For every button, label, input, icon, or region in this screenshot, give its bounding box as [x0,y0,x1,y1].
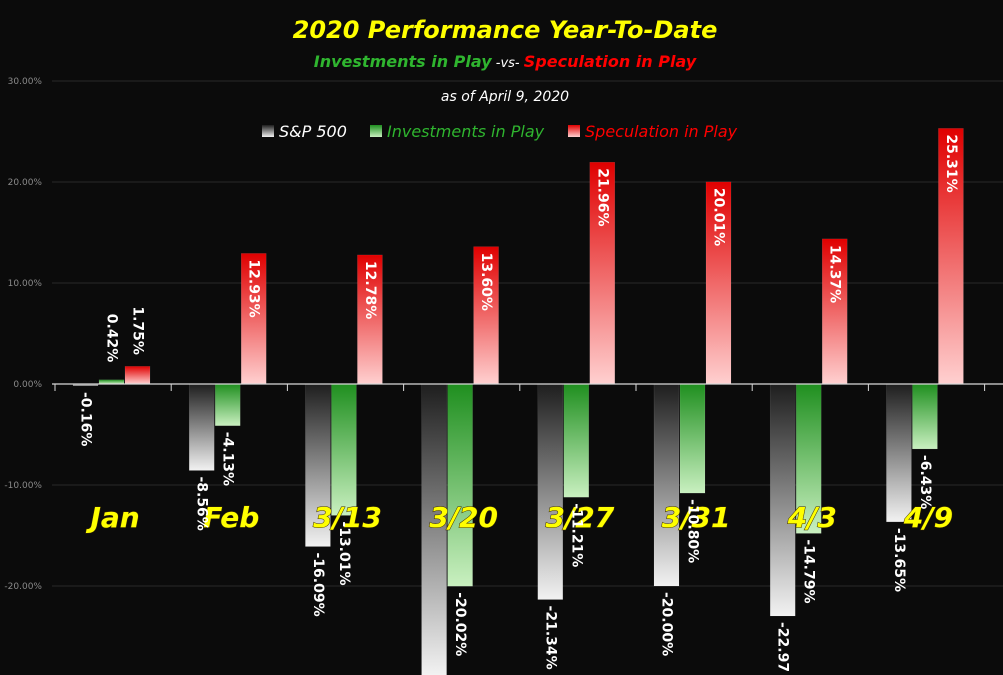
value-label-speculation-6: 14.37% [827,245,843,303]
value-label-speculation-0: 1.75% [130,306,146,355]
category-label-1: Feb [203,501,259,534]
legend-label-speculation: Speculation in Play [585,122,738,141]
bar-sp500-1 [188,383,215,471]
bars [72,128,964,675]
y-tick-label: 30.00% [8,77,43,87]
legend-label-investments: Investments in Play [387,122,545,141]
value-label-sp500-2: -16.09% [310,553,326,617]
bar-speculation-5 [705,181,732,385]
bar-speculation-2 [357,254,383,385]
date-note: as of April 9, 2020 [441,89,569,105]
legend-swatch-speculation [568,125,580,137]
gridlines [52,80,1003,587]
category-label-4: 3/27 [546,501,615,534]
value-label-sp500-4: -21.34% [542,606,558,670]
legend-swatch-investments [370,125,382,137]
chart-subtitle: Investments in Play -vs- Speculation in … [314,52,697,71]
zero-axis [52,383,1003,391]
value-label-investments-6: -14.79% [801,539,817,603]
bar-speculation-6 [821,238,848,385]
bar-sp500-6 [769,383,796,617]
bar-investments-3 [447,383,473,587]
bar-investments-6 [795,383,822,534]
value-label-sp500-6: -22.97 [775,622,791,672]
legend: S&P 500 Investments in Play Speculation in… [262,122,738,141]
value-label-sp500-7: -13.65% [891,528,907,592]
category-label-3: 3/20 [429,501,498,534]
category-label-6: 4/3 [787,501,837,534]
legend-label-sp500: S&P 500 [279,122,347,141]
bar-sp500-3 [421,383,447,675]
value-label-investments-0: 0.42% [104,314,120,363]
bar-investments-0 [98,379,125,385]
value-label-sp500-1: -8.56% [194,476,210,530]
subtitle-investments: Investments in Play [314,52,492,71]
value-label-speculation-1: 12.93% [246,259,262,317]
y-tick-label: 20.00% [8,178,43,188]
bar-speculation-1 [240,253,267,385]
value-label-speculation-4: 21.96% [594,168,610,226]
bar-investments-5 [679,383,706,494]
value-label-investments-2: -13.01% [336,521,352,585]
category-label-0: Jan [85,501,139,534]
bar-investments-1 [214,383,241,426]
bar-investments-2 [331,383,357,516]
bar-sp500-5 [653,383,680,587]
y-tick-label: 0.00% [13,380,42,390]
legend-swatch-sp500 [262,125,274,137]
bar-speculation-7 [938,128,964,385]
value-label-investments-5: -10.80% [685,499,701,563]
value-label-investments-1: -4.13% [220,432,236,486]
value-label-investments-7: -6.43% [917,455,933,509]
category-label-2: 3/13 [313,501,382,534]
y-tick-label: -10.00% [4,481,42,491]
y-tick-label: 10.00% [8,279,43,289]
subtitle-speculation: Speculation in Play [524,52,697,71]
category-labels: Jan Feb 3/13 3/20 3/27 3/31 4/3 4/9 [85,501,954,535]
y-axis-tick-labels: -20.00% -10.00% 0.00% 10.00% 20.00% 30.00% [4,77,42,592]
value-label-sp500-0: -0.16% [78,392,94,446]
bar-sp500-4 [537,383,564,600]
bar-investments-7 [912,383,938,450]
value-label-sp500-5: -20.00% [659,592,675,656]
bar-speculation-0 [124,366,151,385]
category-label-5: 3/31 [662,501,731,534]
category-label-7: 4/9 [903,501,953,534]
bar-sp500-2 [305,383,331,547]
bar-speculation-4 [589,161,616,385]
y-tick-label: -20.00% [4,582,42,592]
value-label-investments-4: -11.21% [568,503,584,567]
bar-sp500-7 [886,383,912,523]
value-label-speculation-7: 25.31% [943,134,959,192]
value-label-investments-3: -20.02% [452,592,468,656]
value-label-speculation-2: 12.78% [362,261,378,319]
value-label-speculation-3: 13.60% [478,253,494,311]
value-labels: -0.16% -8.56% -16.09% -21.34% -20.00% -22.97 -… [78,134,959,672]
chart-title: 2020 Performance Year-To-Date [293,16,718,44]
subtitle-separator: -vs- [492,56,524,71]
value-label-speculation-5: 20.01% [711,188,727,246]
bar-investments-4 [563,383,590,498]
